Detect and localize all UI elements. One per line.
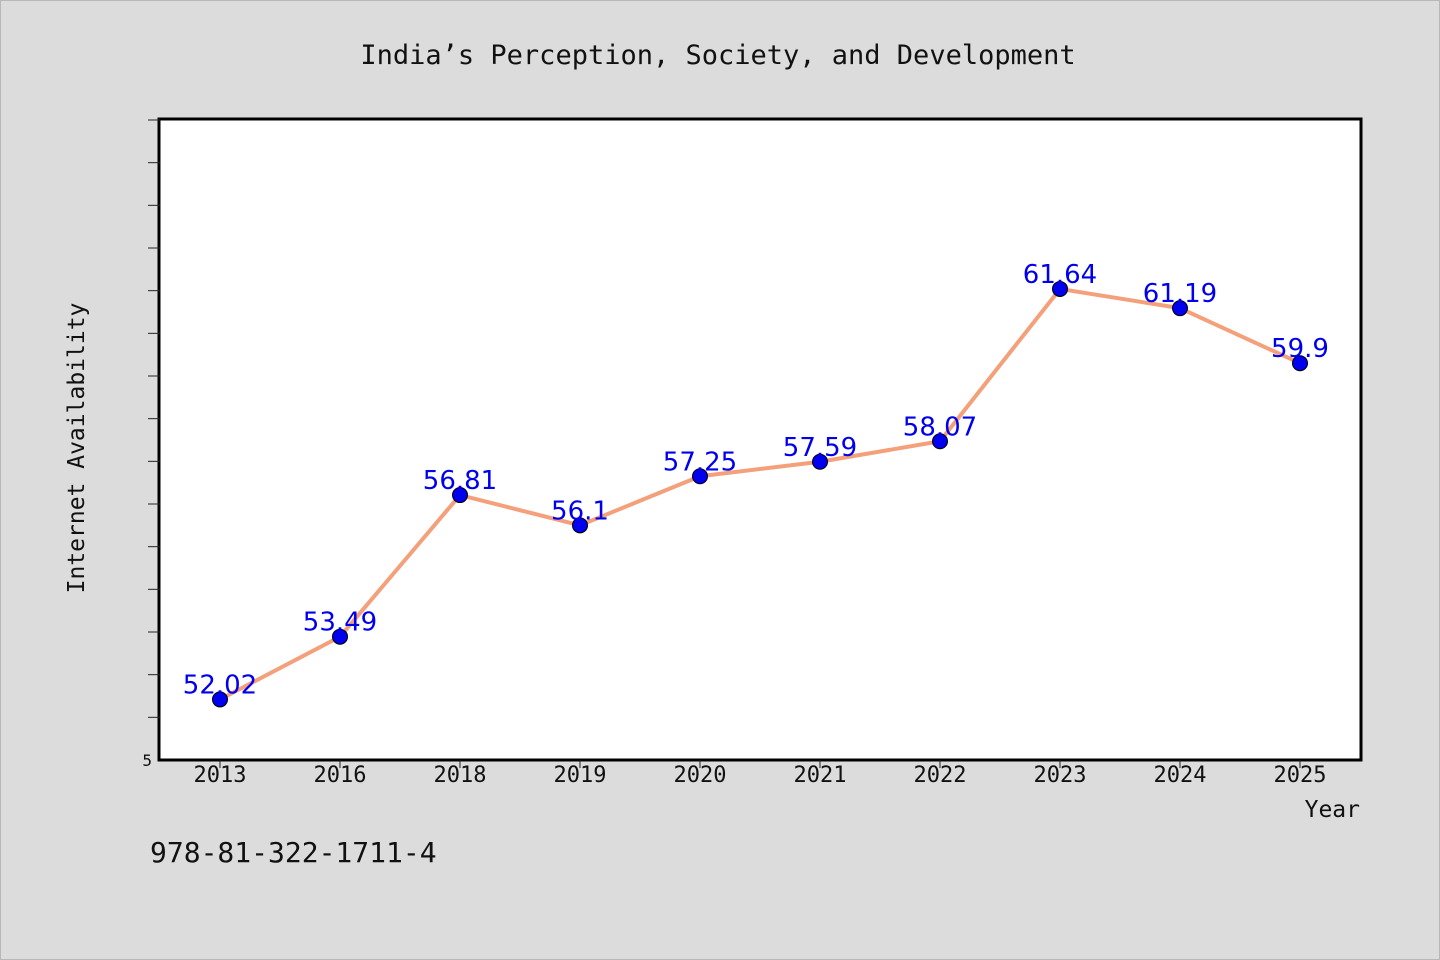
x-axis-label: Year bbox=[1305, 797, 1360, 823]
chart-title: India’s Perception, Society, and Develop… bbox=[360, 40, 1075, 71]
data-label: 59.9 bbox=[1271, 334, 1329, 364]
x-tick-label: 2024 bbox=[1154, 763, 1207, 788]
data-point-marker bbox=[212, 691, 228, 708]
data-label: 61.19 bbox=[1143, 279, 1217, 309]
isbn-text: 978-81-322-1711-4 bbox=[150, 836, 437, 869]
data-point-marker bbox=[1052, 280, 1068, 297]
data-point-marker bbox=[332, 628, 348, 645]
y-tick-label: 5 bbox=[142, 751, 152, 770]
x-tick-label: 2025 bbox=[1274, 763, 1327, 788]
data-label: 61.64 bbox=[1023, 260, 1097, 290]
data-point-marker bbox=[692, 468, 708, 485]
x-tick-label: 2020 bbox=[674, 763, 727, 788]
data-label: 57.25 bbox=[663, 447, 737, 477]
y-axis-ticks: 5 bbox=[142, 119, 160, 770]
data-point-marker bbox=[932, 433, 948, 450]
plot-area bbox=[157, 117, 1363, 762]
x-tick-label: 2016 bbox=[314, 763, 367, 788]
data-point-marker bbox=[572, 517, 588, 534]
x-tick-label: 2021 bbox=[794, 763, 847, 788]
data-label: 58.07 bbox=[903, 412, 977, 442]
y-axis-label: Internet Availability bbox=[64, 303, 90, 594]
series-line bbox=[218, 286, 1302, 702]
data-labels: 52.02 53.49 56.81 56.1 57.25 57.59 58.07 61.64 6… bbox=[183, 260, 1329, 700]
x-axis-ticks: 2013 2016 2018 2019 2020 2021 2022 2023 2024 2025 bbox=[194, 760, 1327, 788]
data-label: 57.59 bbox=[783, 433, 857, 463]
x-tick-label: 2019 bbox=[554, 763, 607, 788]
x-tick-label: 2013 bbox=[194, 763, 247, 788]
data-point-marker bbox=[452, 487, 468, 504]
data-label: 52.02 bbox=[183, 670, 257, 700]
x-tick-label: 2023 bbox=[1034, 763, 1087, 788]
data-point-marker bbox=[1292, 355, 1308, 372]
series-markers bbox=[212, 280, 1308, 708]
x-tick-label: 2018 bbox=[434, 763, 487, 788]
data-label: 56.1 bbox=[551, 496, 609, 526]
data-point-marker bbox=[812, 453, 828, 470]
data-point-marker bbox=[1172, 300, 1188, 317]
data-label: 53.49 bbox=[303, 608, 377, 638]
data-label: 56.81 bbox=[423, 466, 497, 496]
x-tick-label: 2022 bbox=[914, 763, 967, 788]
